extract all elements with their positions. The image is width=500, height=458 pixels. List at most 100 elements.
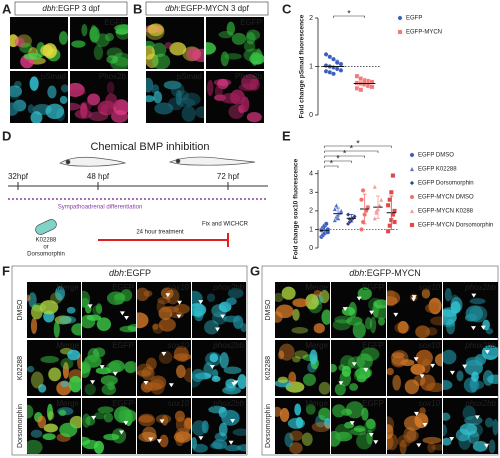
cell	[66, 306, 76, 314]
cell	[166, 288, 180, 305]
cell	[147, 23, 164, 37]
cell	[305, 293, 319, 310]
cell	[58, 31, 68, 45]
cell	[313, 323, 325, 334]
significance-bracket	[324, 155, 365, 158]
cell	[70, 82, 85, 97]
genotype: dbh	[42, 4, 56, 13]
legend-label: EGFP-MYCN DMSO	[418, 195, 474, 201]
cell	[444, 287, 452, 302]
micrograph	[387, 340, 442, 396]
arrowhead	[449, 370, 455, 375]
cell	[27, 104, 35, 114]
tile-label: EGFP	[112, 399, 134, 408]
cell	[87, 93, 101, 106]
cell	[482, 370, 494, 386]
panel-label: F	[2, 263, 10, 278]
cell	[137, 370, 151, 377]
data-point	[369, 84, 375, 90]
cell	[345, 401, 364, 419]
cell	[399, 439, 407, 454]
significance-bracket	[324, 150, 379, 153]
cell	[443, 437, 452, 446]
cell	[311, 421, 330, 433]
cell	[245, 32, 256, 45]
arrowhead	[87, 304, 93, 309]
cell	[456, 370, 464, 382]
legend-label: EGFP-MYCN Dorsomorphin	[418, 223, 493, 229]
cell	[224, 444, 242, 452]
cell	[47, 411, 55, 420]
cell	[84, 354, 102, 368]
data-point	[378, 197, 384, 203]
cell	[48, 367, 62, 382]
arrowhead	[351, 362, 357, 367]
drug-label: K02288	[36, 238, 57, 244]
significance-label: *	[330, 158, 334, 168]
cell	[137, 363, 154, 378]
treatment-label: 24 hour treatment	[136, 230, 184, 236]
cell	[175, 89, 183, 105]
cell	[108, 360, 125, 373]
cell	[79, 101, 92, 112]
cell	[462, 405, 476, 421]
panel-label: B	[133, 1, 142, 16]
cell	[387, 424, 394, 440]
cell	[334, 383, 346, 396]
data-point	[333, 202, 339, 208]
micrograph	[387, 282, 442, 338]
arrowhead	[123, 315, 129, 320]
cell	[206, 79, 214, 97]
legend-marker	[397, 29, 403, 35]
cell	[210, 442, 223, 450]
micrograph	[192, 398, 246, 454]
series: EGFP DMSO	[319, 153, 454, 240]
cell	[84, 383, 96, 396]
cell	[43, 423, 58, 433]
cell	[10, 85, 23, 98]
cell	[59, 95, 68, 105]
panel-label: G	[250, 263, 260, 278]
cell	[277, 376, 288, 384]
cell	[203, 362, 214, 378]
data-point	[359, 227, 364, 232]
cell	[443, 349, 457, 365]
cell	[115, 24, 128, 40]
series: EGFP-MYCN DMSO	[359, 188, 474, 232]
significance-label: *	[350, 143, 354, 153]
tile-label: EGFP	[362, 399, 384, 408]
arrowhead	[220, 314, 226, 319]
panel-label: E	[282, 128, 291, 143]
cell	[100, 104, 109, 114]
micrograph	[82, 340, 136, 396]
micrograph	[192, 340, 246, 396]
arrowhead	[349, 421, 355, 426]
tile-label: phox2bb	[212, 341, 244, 350]
tile-label: phox2bb	[464, 283, 496, 292]
micrograph	[137, 398, 191, 454]
arrowhead	[419, 374, 425, 379]
y-tick-label: 1	[309, 226, 313, 233]
cell	[74, 109, 93, 119]
tile-label: sox10	[168, 283, 190, 292]
construct: :EGFP-MYCN	[364, 268, 421, 278]
cell	[465, 356, 484, 367]
cell	[356, 353, 373, 370]
cell	[237, 374, 246, 390]
cell	[60, 380, 70, 388]
cell	[146, 95, 155, 103]
time-label: 48 hpf	[87, 172, 110, 181]
tile-label: EGFP	[104, 18, 126, 27]
data-point	[331, 71, 336, 77]
arrowhead	[177, 300, 183, 305]
cell	[397, 321, 409, 334]
cell	[318, 407, 330, 421]
series: EGFP-MYCN	[353, 29, 442, 93]
cell	[287, 417, 305, 429]
row-label: K02288	[265, 356, 272, 380]
micrograph	[82, 282, 136, 338]
cell	[183, 417, 191, 433]
data-point	[373, 208, 379, 214]
cell	[59, 422, 78, 438]
cell	[146, 40, 155, 49]
